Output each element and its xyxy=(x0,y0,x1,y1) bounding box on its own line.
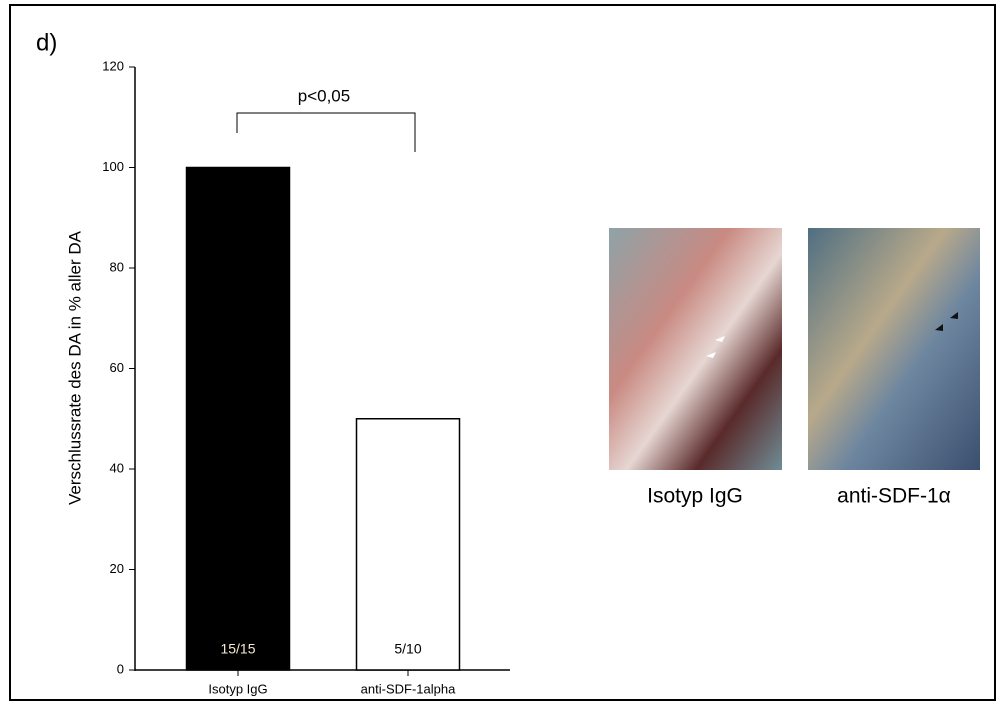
y-tick-label: 60 xyxy=(110,360,124,375)
bar-annotation: 5/10 xyxy=(394,641,421,657)
x-tick-label: Isotyp IgG xyxy=(208,681,267,696)
y-tick-label: 0 xyxy=(117,661,124,676)
photo-anti-sdf xyxy=(808,228,980,470)
y-tick-label: 40 xyxy=(110,460,124,475)
y-axis-title: Verschlussrate des DA in % aller DA xyxy=(65,230,84,505)
image-caption: Isotyp IgG xyxy=(647,485,743,508)
significance-bracket xyxy=(237,113,415,152)
image-caption: anti-SDF-1α xyxy=(837,485,951,508)
significance-label: p<0,05 xyxy=(298,86,350,105)
page: {"chart_data": {"type": "bar", "panel_la… xyxy=(0,0,1001,704)
photo-isotyp xyxy=(609,228,782,470)
bar xyxy=(357,419,460,670)
y-tick-label: 120 xyxy=(102,58,124,73)
y-tick-label: 20 xyxy=(110,561,124,576)
bar xyxy=(187,168,290,671)
panel-label: d) xyxy=(36,29,57,56)
y-tick-label: 100 xyxy=(102,159,124,174)
y-tick-label: 80 xyxy=(110,259,124,274)
figure: d) Verschlussrate des DA in % aller DA p… xyxy=(0,0,1001,704)
x-tick-label: anti-SDF-1alpha xyxy=(361,681,456,696)
bar-annotation: 15/15 xyxy=(220,641,255,657)
